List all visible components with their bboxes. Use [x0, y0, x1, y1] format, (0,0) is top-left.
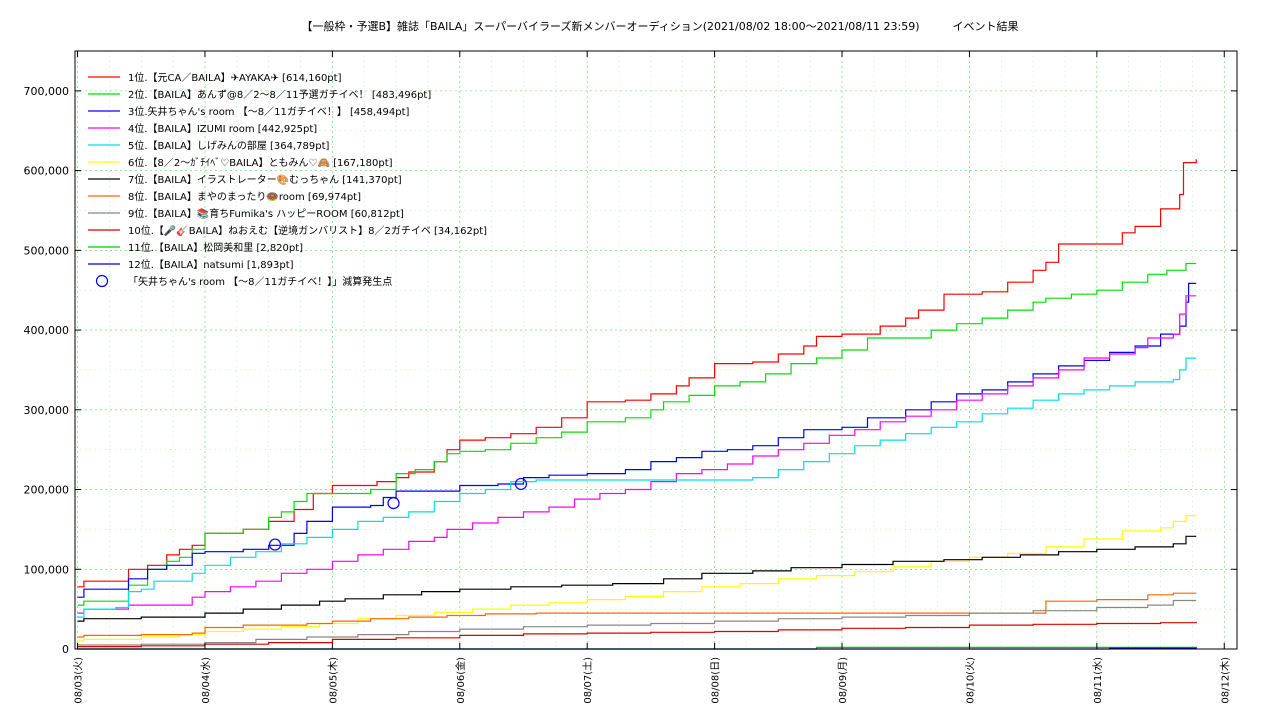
legend-label: 2位.【BAILA】あんず@8／2〜8／11予選ガチイベ！ [483,496pt… [128, 88, 431, 101]
series-line [77, 621, 1197, 648]
x-tick-label: 08/12(木) [1219, 657, 1231, 704]
series-line [77, 295, 1197, 614]
series-line [77, 159, 1197, 588]
y-tick-label: 500,000 [24, 244, 70, 257]
x-tick-label: 08/07(土) [581, 657, 594, 704]
y-tick-label: 300,000 [24, 404, 70, 417]
legend-label: 4位.【BAILA】IZUMI room [442,925pt] [128, 122, 317, 135]
y-tick-label: 100,000 [24, 563, 70, 576]
x-tick-label: 08/11(水) [1092, 657, 1104, 704]
series-line [77, 262, 1197, 606]
x-tick-label: 08/09(月) [837, 657, 849, 704]
axes: 0 100,000 200,000 300,000 400,000 500,000 600,… [24, 51, 1237, 704]
legend-label: 7位.【BAILA】イラストレーター🎨むっちゃん [141,370pt] [128, 173, 402, 186]
legend-label: 10位.【🎤🎸BAILA】ねおえむ【逆境ガンバリスト】8／2ガチイベ [34,1… [128, 224, 487, 237]
legend-label: 「矢井ちゃん's room 【〜8／11ガチイベ！】」減算発生点 [128, 275, 392, 288]
x-tick-label: 08/08(日) [711, 657, 722, 704]
deduction-marker [387, 496, 400, 510]
y-tick-label: 200,000 [24, 484, 70, 497]
x-tick-label: 08/04(水) [200, 657, 212, 704]
x-tick-label: 08/06(金) [454, 657, 467, 704]
y-tick-label: 600,000 [24, 165, 70, 178]
legend-label: 1位.【元CA／BAILA】✈AYAKA✈ [614,160pt] [128, 71, 342, 84]
series-line [77, 357, 1197, 618]
series-line [77, 599, 1197, 646]
legend-label: 9位.【BAILA】📚育ちFumika's ハッピーROOM [60,812pt… [128, 207, 404, 220]
y-tick-label: 700,000 [24, 85, 70, 98]
legend-label: 11位.【BAILA】松岡美和里 [2,820pt] [128, 241, 303, 254]
legend-label: 5位.【BAILA】しげみんの部屋 [364,789pt] [128, 139, 330, 152]
y-tick-label: 400,000 [24, 324, 70, 337]
legend-label: 8位.【BAILA】まやのまったり🍩room [69,974pt] [128, 190, 361, 203]
chart-title: 【一般枠・予選B】雑誌「BAILA」スーパーバイラーズ新メンバーオーディション(… [301, 19, 1018, 33]
x-tick-label: 08/03(火) [73, 657, 85, 704]
deduction-marker [268, 538, 282, 551]
plot-frame [74, 50, 1238, 650]
y-tick-label: 0 [62, 643, 69, 656]
series-line [77, 515, 1197, 642]
deduction-markers [268, 477, 528, 551]
legend-label: 12位.【BAILA】natsumi [1,893pt] [128, 258, 294, 271]
legend-label: 3位.矢井ちゃん's room 【〜8／11ガチイベ！】 [458,494pt] [128, 105, 410, 118]
legend-marker-swatch [95, 274, 109, 288]
series-line [77, 282, 1197, 598]
deduction-marker [514, 477, 528, 491]
legend: 1位.【元CA／BAILA】✈AYAKA✈ [614,160pt] 2位.【BAI… [88, 71, 487, 288]
series-line [77, 535, 1197, 622]
legend-label: 6位.【8／2〜ｶﾞﾁｲﾍﾞ♡BAILA】ともみん♡🙈 [167,180pt] [128, 156, 393, 169]
x-tick-label: 08/10(火) [964, 657, 976, 704]
series-line [77, 592, 1197, 638]
x-tick-label: 08/05(木) [327, 657, 339, 704]
series-lines [77, 159, 1197, 650]
